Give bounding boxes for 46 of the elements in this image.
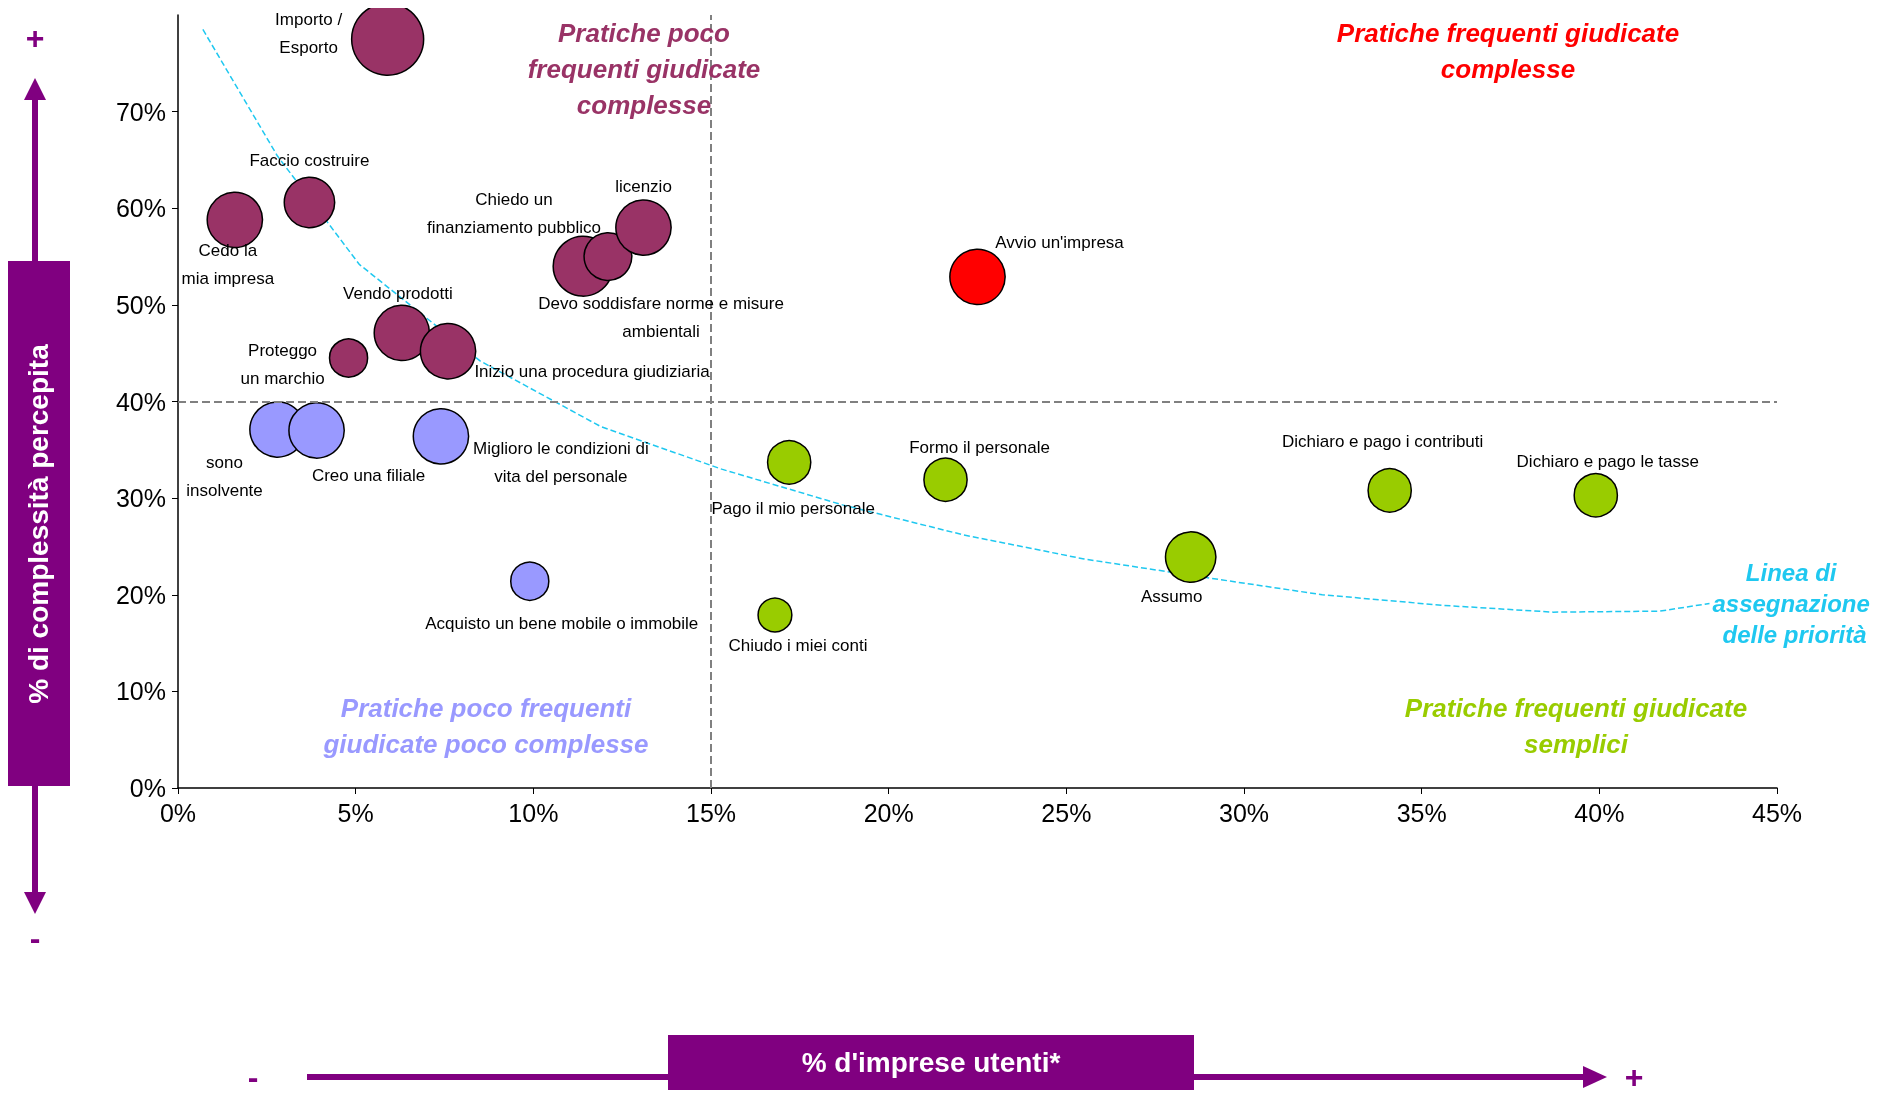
y-tick-label: 40%	[115, 387, 166, 416]
annotation: Pratiche poco frequenti giudicate poco complesse	[323, 692, 649, 761]
x-tick-label: 5%	[337, 798, 374, 827]
annotation: Chiedo un finanziamento pubblico	[427, 190, 601, 238]
x-tick-label: 20%	[863, 798, 914, 827]
annotation: Acquisto un bene mobile o immobile	[425, 613, 699, 633]
x-tick-label: 25%	[1041, 798, 1092, 827]
y-tick-label: 10%	[115, 677, 166, 706]
series-label: Linea di assegnazione delle priorità	[1712, 558, 1877, 648]
text: +	[25, 19, 45, 57]
text: % d'imprese utenti*	[668, 1035, 1194, 1090]
x-tick-label: 15%	[685, 798, 737, 827]
x-tick-label: 10%	[508, 798, 559, 827]
annotation: Devo soddisfare norme e misure ambientali	[538, 293, 784, 341]
y-tick-label: 20%	[115, 580, 166, 609]
annotation: sono insolvente	[186, 453, 263, 501]
annotation: Chiudo i miei conti	[728, 635, 868, 655]
annotation: Creo una filiale	[311, 465, 426, 485]
annotation: Dichiaro e pago i contributi	[1282, 431, 1484, 451]
annotation: Dichiaro e pago le tasse	[1516, 451, 1699, 471]
annotation: Assumo	[1140, 586, 1203, 606]
text: -	[29, 919, 41, 957]
annotation: Faccio costruire	[249, 150, 370, 170]
text: -	[247, 1058, 259, 1092]
y-tick-label: 60%	[115, 194, 166, 223]
annotation: Proteggo un marchio	[240, 340, 325, 388]
annotation: Inizio una procedura giudiziaria	[474, 361, 711, 381]
annotation: Pratiche frequenti giudicate semplici	[1404, 692, 1748, 761]
annotation: Miglioro le condizioni di vita del personale	[473, 438, 649, 486]
annotation: Vendo prodotti	[343, 284, 453, 304]
x-tick-label: 40%	[1574, 798, 1625, 827]
y-tick-label: 70%	[115, 97, 166, 126]
annotation: licenzio	[615, 177, 672, 197]
x-tick-label: 30%	[1218, 798, 1270, 827]
y-tick-label: 50%	[115, 290, 166, 319]
x-tick-label: 35%	[1396, 798, 1447, 827]
annotation: Importo / Esporto	[275, 9, 343, 57]
annotation: Pratiche frequenti giudicate complesse	[1336, 17, 1680, 86]
y-tick-label: 30%	[115, 484, 166, 513]
annotation: Formo il personale	[909, 438, 1050, 458]
text: +	[1624, 1058, 1644, 1092]
annotation: Cedo la mia impresa	[181, 241, 275, 289]
annotation: Avvio un'impresa	[995, 233, 1125, 253]
annotation: Pratiche poco frequenti giudicate complesse	[527, 17, 761, 122]
y-axis-title: % di complessità percepita	[23, 343, 55, 704]
x-tick-label: 45%	[1751, 798, 1803, 827]
